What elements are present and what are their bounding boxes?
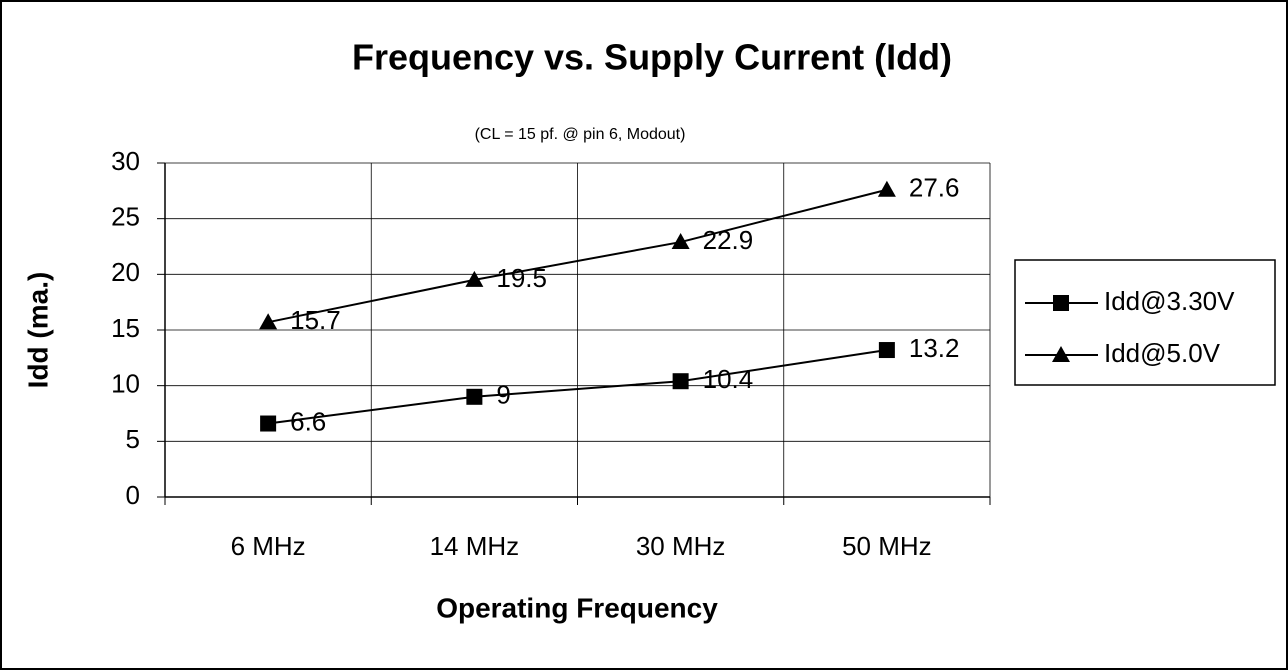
data-point bbox=[671, 233, 690, 250]
data-label: 6.6 bbox=[290, 406, 326, 436]
y-tick-label: 15 bbox=[111, 313, 140, 343]
data-label: 19.5 bbox=[496, 263, 547, 293]
y-tick-label: 30 bbox=[111, 146, 140, 176]
x-tick-label: 50 MHz bbox=[842, 531, 932, 561]
series-line bbox=[267, 349, 888, 425]
data-label: 13.2 bbox=[909, 333, 960, 363]
chart-subtitle: (CL = 15 pf. @ pin 6, Modout) bbox=[475, 126, 686, 143]
data-label: 15.7 bbox=[290, 305, 341, 335]
x-tick-label: 30 MHz bbox=[636, 531, 726, 561]
series-line bbox=[267, 188, 888, 324]
y-tick-label: 20 bbox=[111, 257, 140, 287]
y-tick-label: 5 bbox=[126, 424, 140, 454]
data-point bbox=[466, 388, 483, 405]
data-point bbox=[878, 342, 895, 359]
data-point bbox=[260, 415, 277, 432]
legend bbox=[1014, 259, 1276, 386]
x-tick-label: 6 MHz bbox=[231, 531, 306, 561]
y-tick-label: 10 bbox=[111, 369, 140, 399]
chart-title: Frequency vs. Supply Current (Idd) bbox=[352, 37, 952, 78]
data-point bbox=[465, 270, 484, 287]
y-tick-label: 0 bbox=[126, 480, 140, 510]
data-point bbox=[259, 313, 278, 330]
x-tick-label: 14 MHz bbox=[430, 531, 520, 561]
legend-label: Idd@5.0V bbox=[1104, 338, 1221, 368]
data-label: 10.4 bbox=[703, 364, 754, 394]
legend-marker bbox=[1052, 346, 1070, 362]
legend-label: Idd@3.30V bbox=[1104, 286, 1235, 316]
data-label: 9 bbox=[496, 380, 510, 410]
data-label: 27.6 bbox=[909, 173, 960, 203]
data-point bbox=[877, 180, 896, 197]
data-point bbox=[672, 373, 689, 390]
y-axis-title: Idd (ma.) bbox=[22, 272, 53, 389]
y-tick-label: 25 bbox=[111, 202, 140, 232]
x-axis-title: Operating Frequency bbox=[436, 592, 718, 623]
data-label: 22.9 bbox=[703, 225, 754, 255]
legend-marker bbox=[1053, 295, 1069, 311]
